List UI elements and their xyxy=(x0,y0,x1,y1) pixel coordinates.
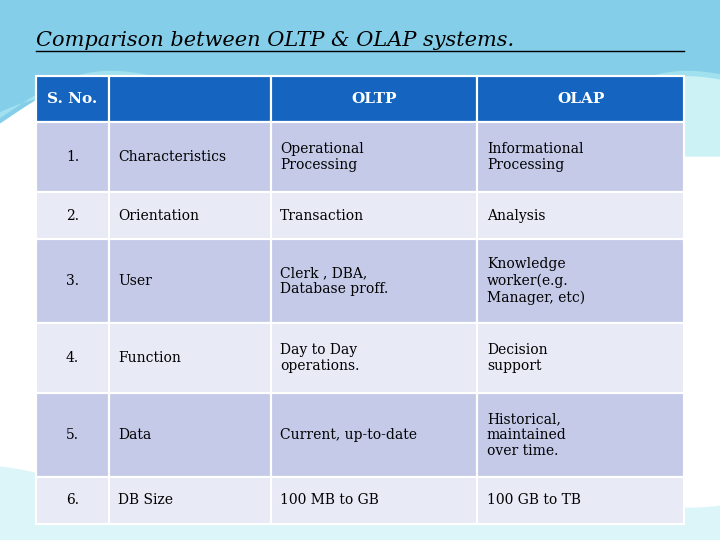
Text: Orientation: Orientation xyxy=(118,208,199,222)
Text: 5.: 5. xyxy=(66,428,79,442)
Bar xyxy=(477,122,684,192)
Bar xyxy=(477,477,684,524)
Bar xyxy=(271,192,477,239)
Text: Knowledge
worker(e.g.
Manager, etc): Knowledge worker(e.g. Manager, etc) xyxy=(487,258,585,305)
Text: Informational
Processing: Informational Processing xyxy=(487,142,583,172)
Bar xyxy=(109,122,271,192)
Bar xyxy=(477,192,684,239)
Bar xyxy=(109,477,271,524)
Text: Current, up-to-date: Current, up-to-date xyxy=(280,428,418,442)
Text: 6.: 6. xyxy=(66,494,79,508)
Bar xyxy=(271,393,477,477)
Bar xyxy=(271,76,477,122)
Text: 1.: 1. xyxy=(66,150,79,164)
Text: Day to Day
operations.: Day to Day operations. xyxy=(280,343,359,373)
Text: 100 GB to TB: 100 GB to TB xyxy=(487,494,581,508)
Bar xyxy=(477,323,684,393)
Text: Comparison between OLTP & OLAP systems.: Comparison between OLTP & OLAP systems. xyxy=(36,31,514,50)
Bar xyxy=(109,239,271,323)
Text: 4.: 4. xyxy=(66,351,79,365)
Bar xyxy=(271,323,477,393)
Bar xyxy=(477,239,684,323)
Text: Operational
Processing: Operational Processing xyxy=(280,142,364,172)
Text: 100 MB to GB: 100 MB to GB xyxy=(280,494,379,508)
Text: User: User xyxy=(118,274,152,288)
Text: DB Size: DB Size xyxy=(118,494,174,508)
Text: Analysis: Analysis xyxy=(487,208,545,222)
Text: Data: Data xyxy=(118,428,151,442)
Text: Clerk , DBA,
Database proff.: Clerk , DBA, Database proff. xyxy=(280,266,389,296)
Text: Characteristics: Characteristics xyxy=(118,150,226,164)
Text: S. No.: S. No. xyxy=(48,92,98,106)
Bar xyxy=(36,122,109,192)
Text: Historical,
maintained
over time.: Historical, maintained over time. xyxy=(487,412,567,458)
Text: Function: Function xyxy=(118,351,181,365)
Bar xyxy=(109,76,271,122)
Bar xyxy=(271,477,477,524)
Bar xyxy=(36,393,109,477)
Polygon shape xyxy=(0,464,720,540)
Bar xyxy=(109,323,271,393)
Bar xyxy=(36,477,109,524)
Bar xyxy=(477,393,684,477)
Text: OLAP: OLAP xyxy=(557,92,604,106)
Bar xyxy=(36,323,109,393)
Polygon shape xyxy=(0,0,720,130)
Bar xyxy=(36,76,109,122)
Text: OLTP: OLTP xyxy=(351,92,397,106)
Bar xyxy=(36,192,109,239)
Text: Transaction: Transaction xyxy=(280,208,364,222)
Polygon shape xyxy=(0,71,720,157)
Bar xyxy=(36,239,109,323)
Text: 3.: 3. xyxy=(66,274,79,288)
Text: 2.: 2. xyxy=(66,208,79,222)
Bar xyxy=(271,122,477,192)
Bar xyxy=(109,192,271,239)
Bar xyxy=(109,393,271,477)
Text: Decision
support: Decision support xyxy=(487,343,547,373)
Bar xyxy=(271,239,477,323)
Bar xyxy=(477,76,684,122)
